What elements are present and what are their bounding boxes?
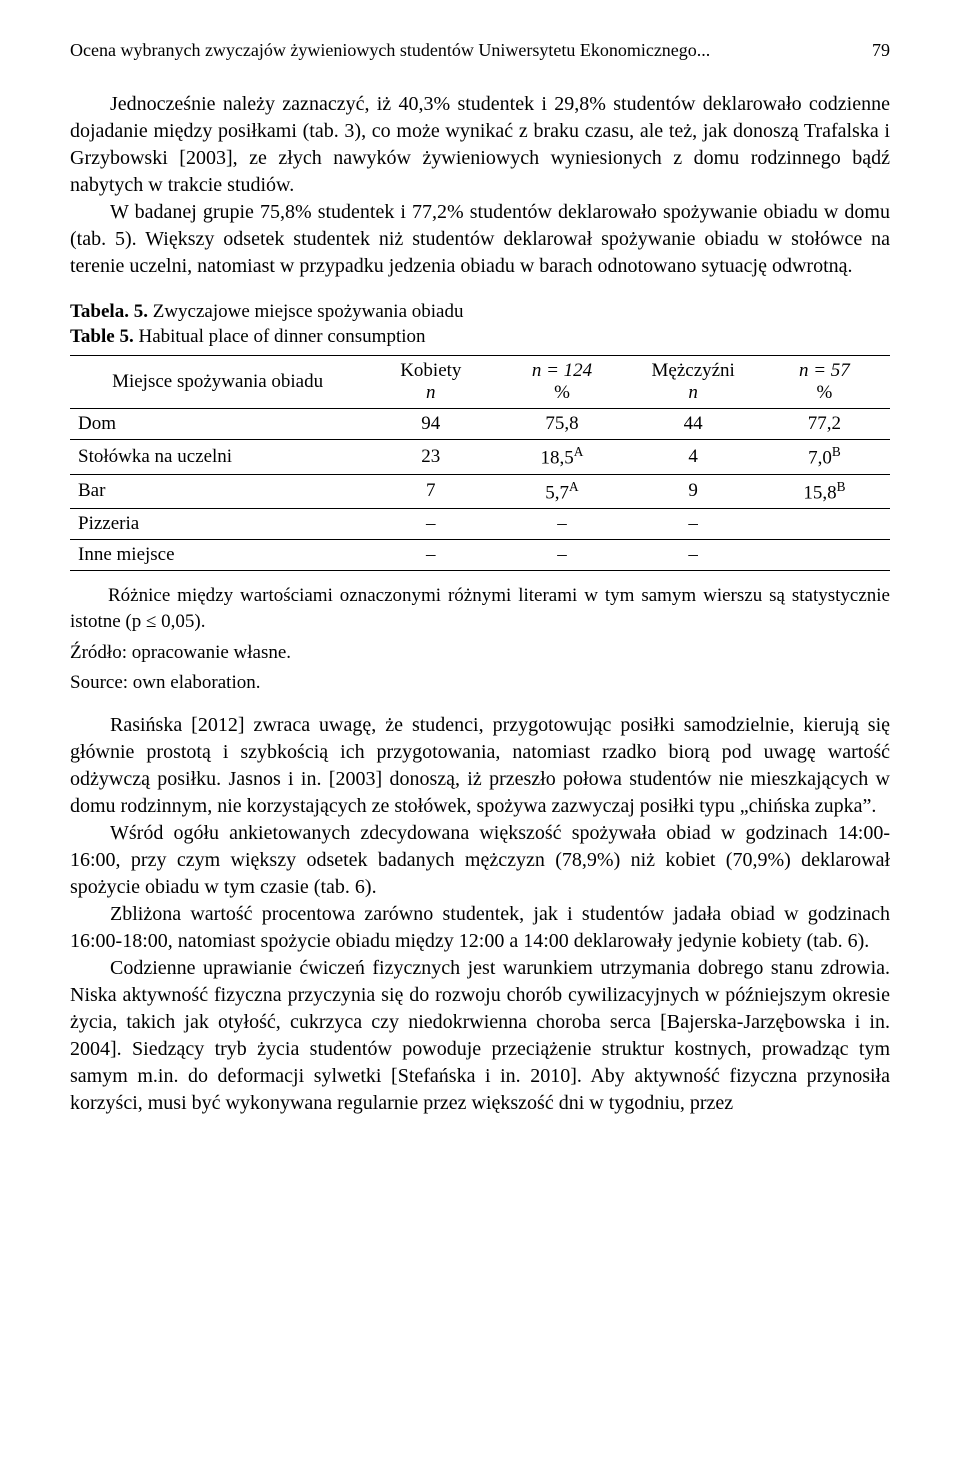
col-men-n-total: n = 57 <box>799 360 850 381</box>
col-women-label: Kobiety <box>400 360 461 381</box>
table-row: Pizzeria – – – <box>70 509 890 540</box>
cell-label: Pizzeria <box>70 509 365 540</box>
table-body: Dom 94 75,8 44 77,2 Stołówka na uczelni … <box>70 409 890 571</box>
cell-value: 5,7A <box>496 474 627 508</box>
cell-value: 23 <box>365 440 496 474</box>
cell-value: – <box>496 540 627 571</box>
cell-sup: B <box>837 479 846 494</box>
col-men-pct-symbol: % <box>816 382 832 403</box>
source-pl: Źródło: opracowanie własne. <box>70 642 890 664</box>
paragraph-1: Jednocześnie należy zaznaczyć, iż 40,3% … <box>70 91 890 199</box>
table-caption: Tabela. 5. Zwyczajowe miejsce spożywania… <box>70 300 890 349</box>
table-footnote-text: Różnice między wartościami oznaczonymi r… <box>70 585 890 632</box>
col-women-pct: n = 124 % <box>496 356 627 409</box>
col-place-label: Miejsce spożywania obiadu <box>112 371 323 392</box>
col-men-pct: n = 57 % <box>759 356 890 409</box>
cell-value: – <box>628 540 759 571</box>
cell-value: 18,5A <box>496 440 627 474</box>
col-men-label: Mężczyźni <box>652 360 735 381</box>
page: Ocena wybranych zwyczajów żywieniowych s… <box>0 0 960 1147</box>
cell-label: Stołówka na uczelni <box>70 440 365 474</box>
col-men-n-symbol: n <box>688 382 698 403</box>
cell-value: 75,8 <box>496 409 627 440</box>
col-women-n-symbol: n <box>426 382 436 403</box>
cell-value: 15,8B <box>759 474 890 508</box>
table-row: Bar 7 5,7A 9 15,8B <box>70 474 890 508</box>
col-women-n: Kobiety n <box>365 356 496 409</box>
col-women-n-total: n = 124 <box>532 360 592 381</box>
cell-value: 7 <box>365 474 496 508</box>
page-number: 79 <box>872 40 890 61</box>
cell-sup: B <box>832 444 841 459</box>
paragraph-6: Codzienne uprawianie ćwiczeń fizycznych … <box>70 955 890 1117</box>
cell-label: Bar <box>70 474 365 508</box>
caption-label-pl: Tabela. 5. <box>70 301 148 322</box>
caption-line-en: Table 5. Habitual place of dinner consum… <box>70 325 890 350</box>
cell-value: 77,2 <box>759 409 890 440</box>
cell-sup: A <box>574 444 584 459</box>
caption-text-en: Habitual place of dinner consumption <box>134 326 426 347</box>
cell-value: 44 <box>628 409 759 440</box>
cell-sup: A <box>569 479 579 494</box>
col-women-pct-symbol: % <box>554 382 570 403</box>
running-title: Ocena wybranych zwyczajów żywieniowych s… <box>70 40 710 61</box>
cell-value <box>759 509 890 540</box>
cell-value <box>759 540 890 571</box>
table-dinner-place: Miejsce spożywania obiadu Kobiety n n = … <box>70 355 890 571</box>
cell-label: Inne miejsce <box>70 540 365 571</box>
caption-label-en: Table 5. <box>70 326 134 347</box>
running-head: Ocena wybranych zwyczajów żywieniowych s… <box>70 40 890 61</box>
cell-value: – <box>365 509 496 540</box>
table-head-row: Miejsce spożywania obiadu Kobiety n n = … <box>70 356 890 409</box>
source-en: Source: own elaboration. <box>70 672 890 694</box>
caption-text-pl: Zwyczajowe miejsce spożywania obiadu <box>148 301 464 322</box>
cell-value: – <box>628 509 759 540</box>
table-row: Inne miejsce – – – <box>70 540 890 571</box>
cell-value: – <box>496 509 627 540</box>
table-footnote: Różnice między wartościami oznaczonymi r… <box>70 583 890 634</box>
cell-value: 4 <box>628 440 759 474</box>
cell-value: 9 <box>628 474 759 508</box>
table-row: Dom 94 75,8 44 77,2 <box>70 409 890 440</box>
caption-line-pl: Tabela. 5. Zwyczajowe miejsce spożywania… <box>70 300 890 325</box>
paragraph-4: Wśród ogółu ankietowanych zdecydowana wi… <box>70 820 890 901</box>
cell-value: 7,0B <box>759 440 890 474</box>
cell-value: 94 <box>365 409 496 440</box>
col-men-n: Mężczyźni n <box>628 356 759 409</box>
paragraph-5: Zbliżona wartość procentowa zarówno stud… <box>70 901 890 955</box>
col-place: Miejsce spożywania obiadu <box>70 356 365 409</box>
cell-num: 18,5 <box>541 448 574 469</box>
table-row: Stołówka na uczelni 23 18,5A 4 7,0B <box>70 440 890 474</box>
cell-num: 15,8 <box>803 482 836 503</box>
paragraph-2: W badanej grupie 75,8% studentek i 77,2%… <box>70 199 890 280</box>
cell-label: Dom <box>70 409 365 440</box>
cell-num: 7,0 <box>808 448 832 469</box>
cell-value: – <box>365 540 496 571</box>
paragraph-3: Rasińska [2012] zwraca uwagę, że studenc… <box>70 712 890 820</box>
cell-num: 5,7 <box>545 482 569 503</box>
